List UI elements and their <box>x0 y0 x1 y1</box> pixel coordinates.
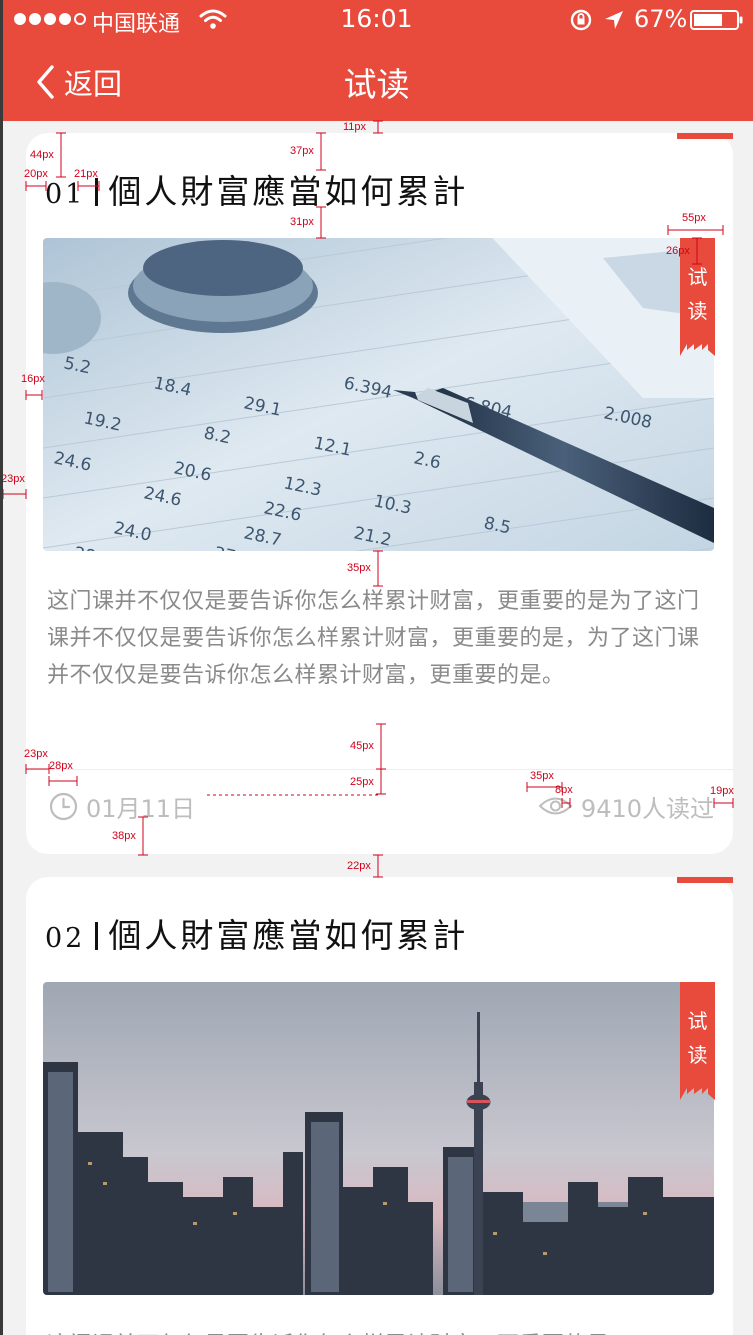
annotation-label: 22px <box>347 860 371 872</box>
course-card-2[interactable]: 02 個人財富應當如何累計 <box>26 877 733 1335</box>
card-cover-image[interactable]: 5.2 18.4 29.1 6.394 6.804 19.2 8.2 12.1 … <box>43 238 714 551</box>
finance-image: 5.2 18.4 29.1 6.394 6.804 19.2 8.2 12.1 … <box>43 238 714 551</box>
read-count: 9410人读过 <box>538 790 714 823</box>
card-description: 这门课并不仅仅是要告诉你怎么样累计财富，更重要的是 <box>47 1327 717 1335</box>
title-separator <box>95 922 99 950</box>
card-cover-image[interactable] <box>43 982 714 1295</box>
page-title: 试读 <box>343 65 410 104</box>
title-separator <box>95 178 99 206</box>
card-description: 这门课并不仅仅是要告诉你怎么样累计财富，更重要的是为了这门课并不仅仅是要告诉你怎… <box>47 589 700 688</box>
card-title: 02 個人財富應當如何累計 <box>45 909 705 959</box>
battery-percent: 67% <box>634 5 688 33</box>
back-label: 返回 <box>64 67 123 101</box>
card-title-text: 個人財富應當如何累計 <box>108 172 469 211</box>
svg-text:37.2: 37.2 <box>212 543 253 551</box>
course-card-1[interactable]: 01 個人財富應當如何累計 <box>26 133 733 854</box>
trial-badge[interactable]: 试读 <box>680 238 715 356</box>
header: 中国联通 16:01 67% <box>0 0 753 121</box>
trial-badge-label: 试读 <box>687 265 708 323</box>
publish-date-text: 01月11日 <box>86 794 196 823</box>
chevron-left-icon <box>37 65 54 99</box>
card-number: 01 <box>45 179 86 210</box>
card-title: 01 個人財富應當如何累計 <box>45 165 705 215</box>
location-arrow-icon <box>605 11 623 29</box>
clock-icon <box>49 792 78 820</box>
bookmark-ribbon-icon <box>680 982 715 1100</box>
trial-badge[interactable]: 试读 <box>680 982 715 1100</box>
eye-icon <box>538 797 573 815</box>
annotation-label: 11px <box>343 121 367 133</box>
battery-icon <box>690 10 743 30</box>
trial-badge-label: 试读 <box>687 1009 708 1067</box>
read-count-text: 9410人读过 <box>580 794 714 823</box>
card-divider <box>26 769 733 770</box>
status-bar: 中国联通 16:01 67% <box>0 0 753 40</box>
status-time: 16:01 <box>340 4 413 33</box>
svg-text:28.7: 28.7 <box>72 543 113 551</box>
card-title-text: 個人財富應當如何累計 <box>108 916 469 955</box>
bookmark-ribbon-icon <box>680 238 715 356</box>
wifi-icon <box>199 9 227 29</box>
annotation-label: 23px <box>1 473 25 485</box>
ribbon-top-tab <box>677 877 733 883</box>
city-skyline-image <box>43 982 714 1295</box>
card-number: 02 <box>45 923 86 954</box>
rotation-lock-icon <box>570 9 592 31</box>
back-button[interactable]: 返回 <box>34 60 122 104</box>
publish-date: 01月11日 <box>49 790 196 823</box>
signal-strength-icon <box>14 13 86 25</box>
left-edge <box>0 0 3 1335</box>
carrier-name: 中国联通 <box>92 12 181 37</box>
ribbon-top-tab <box>677 133 733 139</box>
